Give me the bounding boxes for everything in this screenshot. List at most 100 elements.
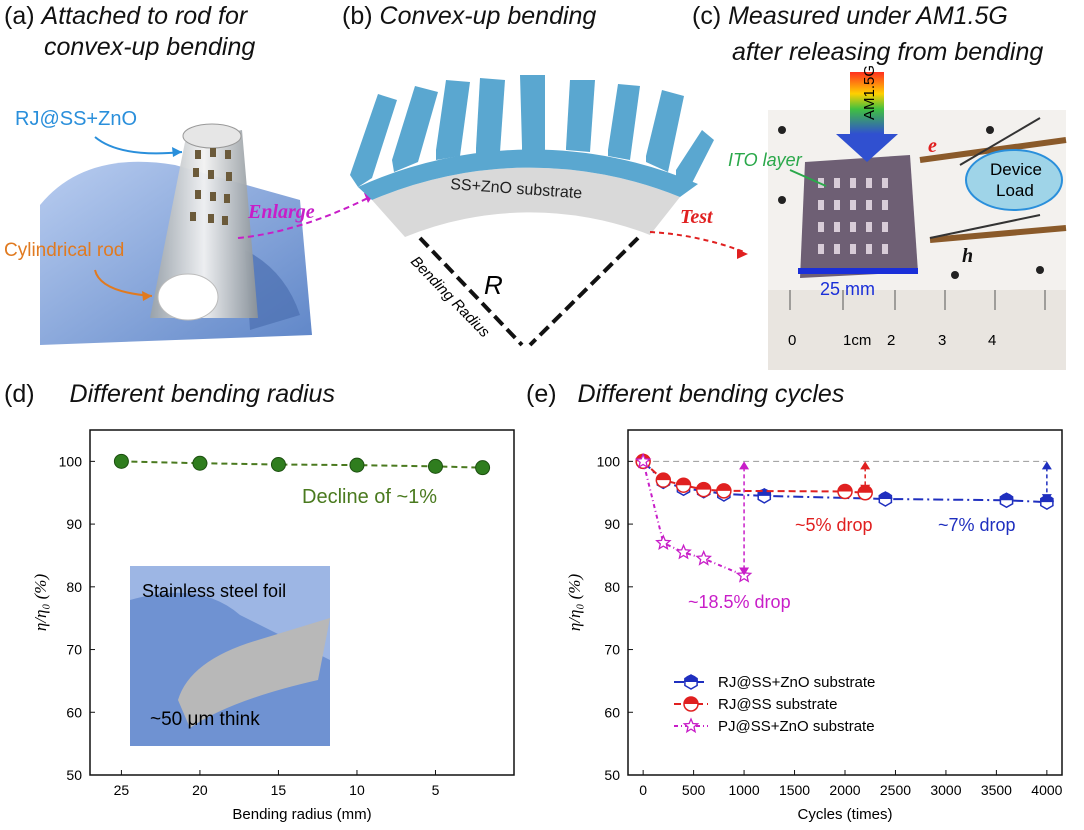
x-tick-label: 20	[192, 782, 208, 798]
label-load: Load	[996, 181, 1034, 200]
y-tick-label: 90	[604, 516, 620, 532]
device-sample	[800, 155, 918, 278]
label-rj-ss-zno: RJ@SS+ZnO	[15, 108, 137, 130]
data-point-radius	[270, 457, 286, 472]
y-axis-label: η/η₀ (%)	[31, 574, 50, 632]
data-point-radius	[427, 458, 443, 474]
ruler-tick-3: 3	[938, 332, 946, 349]
annotation-7-drop: ~7% drop	[938, 515, 1016, 535]
inset-text-bottom: ~50 μm think	[150, 709, 260, 730]
panel-a-title: (a) Attached to rod for	[4, 2, 247, 31]
x-tick-label: 25	[114, 782, 130, 798]
annotation-5-drop: ~5% drop	[795, 515, 873, 535]
label-hole: h	[962, 245, 973, 267]
panel-a-title-line2: convex-up bending	[44, 33, 256, 61]
data-point-series-1-fill	[878, 492, 893, 499]
data-point-series-2-fill	[656, 473, 671, 481]
ruler-tick-2: 2	[887, 332, 895, 349]
data-point-series-1-fill	[999, 493, 1014, 501]
inset-photo: Stainless steel foil ~50 μm think	[130, 566, 330, 746]
probes	[919, 117, 1067, 243]
drop-arrow-pj	[739, 461, 750, 576]
label-device: Device	[990, 160, 1042, 179]
bent-substrate	[358, 149, 698, 237]
x-axis-label: Bending radius (mm)	[232, 806, 371, 823]
label-am15g: AM1.5G	[861, 65, 878, 120]
ruler-tick-4: 4	[988, 332, 996, 349]
drop-arrow-rj-ss-head-down	[860, 484, 871, 493]
plot-frame	[89, 429, 515, 776]
panel-c-title-line2: after releasing from bending	[732, 38, 1044, 66]
panel-e-title: (e) Different bending cycles	[526, 380, 844, 409]
x-tick-label: 0	[639, 782, 647, 798]
y-tick-label: 70	[66, 642, 82, 658]
x-tick-label: 3500	[981, 782, 1012, 798]
panel-e-letter: (e)	[526, 380, 557, 408]
data-point-series-2-fill	[838, 484, 853, 492]
drop-arrow-rj-ss-zno-head-down	[1041, 494, 1052, 503]
x-tick-label: 4000	[1031, 782, 1062, 798]
x-tick-label: 2500	[880, 782, 911, 798]
x-tick-label: 5	[432, 782, 440, 798]
ruler-tick-1cm: 1cm	[843, 332, 871, 349]
legend-label-3: PJ@SS+ZnO substrate	[718, 718, 875, 735]
scale-bar	[798, 268, 918, 274]
panel-c-title-line1: Measured under AM1.5G	[728, 2, 1008, 30]
y-tick-label: 100	[597, 453, 621, 469]
y-tick-label: 70	[604, 642, 620, 658]
panel-d-letter: (d)	[4, 380, 35, 408]
panel-b-title: (b) Convex-up bending	[342, 2, 596, 31]
drop-arrow-rj-ss-zno-head-up	[1041, 461, 1052, 470]
y-tick-label: 90	[66, 516, 82, 532]
radius-line-right	[528, 236, 640, 347]
panel-c-title: (c) Measured under AM1.5G	[692, 2, 1008, 31]
inset-text-top: Stainless steel foil	[142, 581, 286, 601]
label-radius-symbol: R	[484, 270, 503, 300]
data-point-series-1-fill	[757, 488, 772, 496]
label-enlarge: Enlarge	[247, 201, 315, 223]
drop-arrow-rj-ss	[860, 461, 871, 493]
series-line-radius	[121, 460, 483, 469]
ruler: 0 1cm 2 3 4	[768, 290, 1066, 370]
annotation-decline: Decline of ~1%	[302, 486, 437, 508]
y-tick-label: 80	[66, 579, 82, 595]
x-axis-label: Cycles (times)	[797, 806, 892, 823]
junction-fins	[350, 75, 714, 187]
inset-foil	[178, 618, 330, 728]
y-tick-label: 50	[604, 767, 620, 783]
legend-marker-2-fill	[684, 697, 698, 704]
panel-c-letter: (c)	[692, 2, 722, 30]
data-point-radius	[475, 460, 491, 476]
device-load-bubble	[965, 149, 1063, 211]
legend-label-2: RJ@SS substrate	[718, 696, 837, 713]
label-25mm: 25 mm	[820, 279, 875, 299]
panel-b-title-text: Convex-up bending	[379, 2, 597, 30]
radius-line-left	[418, 236, 524, 347]
panel-d-title: (d) Different bending radius	[4, 380, 335, 409]
drop-arrow-pj-head-down	[739, 567, 750, 576]
x-tick-label: 2000	[829, 782, 860, 798]
y-tick-label: 50	[66, 767, 82, 783]
label-cylindrical-rod: Cylindrical rod	[4, 240, 124, 261]
legend-marker-1-fill	[684, 675, 698, 682]
ruler-tick-0: 0	[788, 332, 796, 349]
y-tick-label: 60	[604, 704, 620, 720]
x-tick-label: 15	[271, 782, 287, 798]
drop-arrow-rj-ss-zno	[1041, 461, 1052, 503]
x-tick-label: 3000	[930, 782, 961, 798]
legend-marker-3	[682, 717, 700, 734]
data-point-radius	[192, 455, 208, 471]
panel-e-title-text: Different bending cycles	[577, 380, 845, 408]
data-point-series-3	[634, 452, 652, 469]
data-point-series-2-fill	[716, 483, 731, 491]
x-tick-label: 1000	[728, 782, 759, 798]
drop-arrow-pj-head-up	[739, 461, 750, 470]
label-test: Test	[680, 206, 714, 228]
label-ito: ITO layer	[728, 150, 803, 170]
panel-a-letter: (a)	[4, 2, 35, 30]
